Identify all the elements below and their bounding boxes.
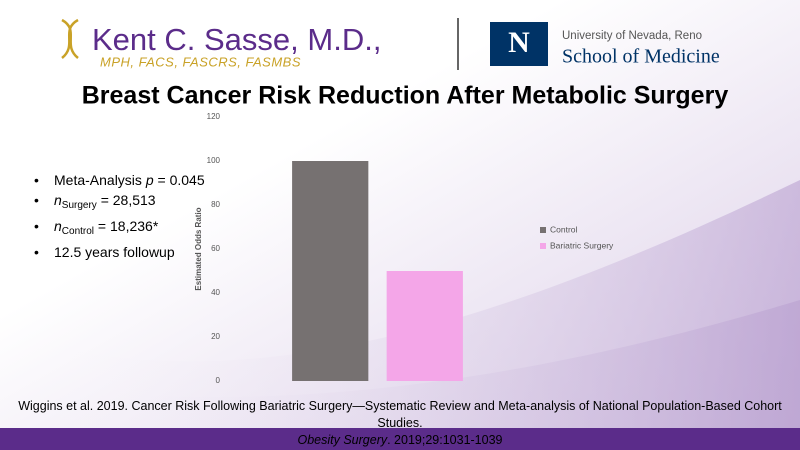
text-run: = 18,236* [94,218,159,234]
bullet-list: Meta-Analysis p = 0.045nSurgery = 28,513… [34,170,205,262]
y-tick-label: 40 [211,288,220,297]
y-tick-label: 0 [216,376,221,385]
text-run: n [54,192,62,208]
swoosh [0,300,800,428]
logo-box [490,22,548,66]
text-run: = 0.045 [153,172,205,188]
y-tick-label: 20 [211,332,220,341]
text-run: Control [61,226,95,237]
bullet: nControl = 18,236* [34,216,205,242]
legend-swatch [540,227,546,233]
text-run: n [54,218,62,234]
footer-band [0,428,800,450]
text-run: . 2019;29:1031-1039 [387,433,503,447]
text-run: Wiggins et al. 2019. Cancer Risk Followi… [18,399,782,430]
y-tick-label: 60 [211,244,220,253]
text-run: Surgery [61,200,97,211]
bullet: Meta-Analysis p = 0.045 [34,170,205,190]
bar [386,271,463,381]
text-run: Meta-Analysis [54,172,146,188]
header-credentials: MPH, FACS, FASCRS, FASMBS [100,54,301,69]
y-tick-label: 80 [211,200,220,209]
y-tick-label: 100 [207,156,221,165]
legend-swatch [540,243,546,249]
logo-icon [61,18,79,59]
text-run: p [145,172,154,188]
reference: Wiggins et al. 2019. Cancer Risk Followi… [0,398,800,449]
bar [292,161,369,381]
reference-line: Wiggins et al. 2019. Cancer Risk Followi… [0,398,800,432]
header-name: Kent C. Sasse, M.D., [92,22,381,57]
chart-title: Breast Cancer Risk Reduction After Metab… [82,82,729,110]
university: University of Nevada, Reno [562,30,702,42]
text-run: = 28,513 [96,192,156,208]
text-run: 12.5 years followup [54,244,175,260]
bullet: nSurgery = 28,513 [34,190,205,216]
reference-line: Obesity Surgery. 2019;29:1031-1039 [0,432,800,449]
logo-letter: N [508,26,530,59]
legend-label: Bariatric Surgery [550,240,614,250]
bullet: 12.5 years followup [34,242,205,262]
legend-label: Control [550,224,578,234]
y-tick-label: 120 [207,112,221,121]
text-run: Obesity Surgery [297,433,388,447]
school: School of Medicine [562,46,720,68]
